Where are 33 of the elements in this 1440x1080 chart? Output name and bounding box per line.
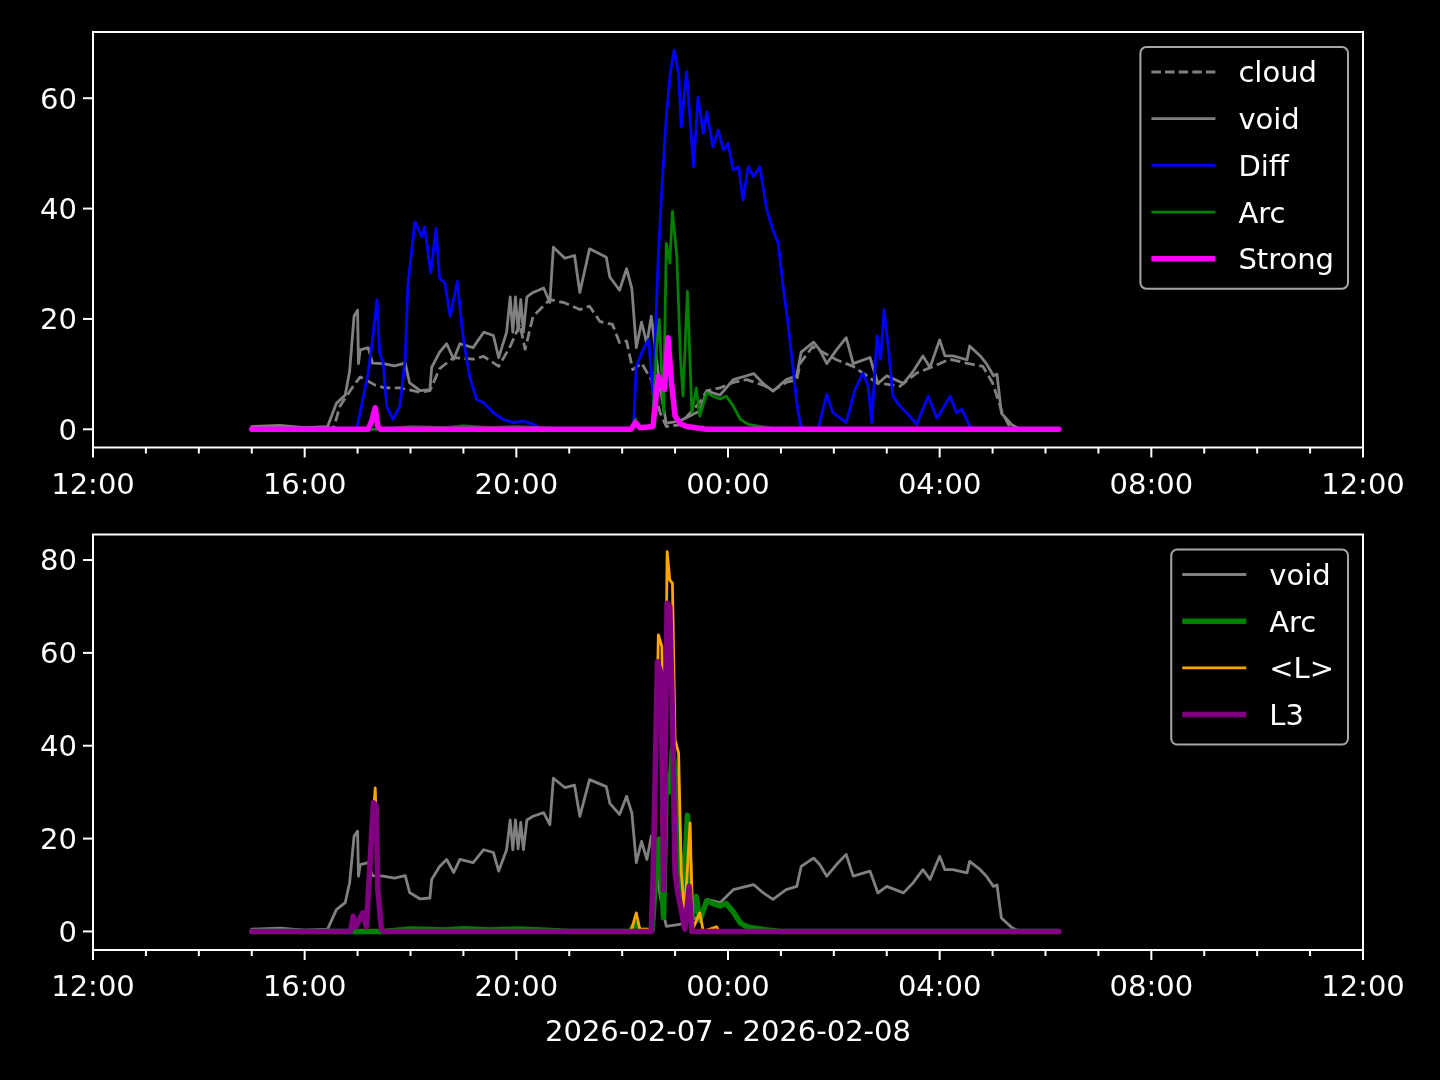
legend-label: <L>	[1269, 651, 1335, 686]
legend-label: L3	[1269, 698, 1304, 733]
legend-label: cloud	[1238, 55, 1317, 90]
x-axis-title: 2026-02-07 - 2026-02-08	[545, 1014, 911, 1048]
x-tick-label: 16:00	[262, 969, 347, 1003]
x-tick-label: 04:00	[897, 969, 982, 1003]
legend-label: void	[1269, 557, 1331, 592]
x-tick-label: 20:00	[474, 466, 559, 501]
legend-label: Arc	[1238, 195, 1286, 230]
x-tick-label: 04:00	[897, 466, 982, 501]
x-tick-label: 12:00	[1321, 466, 1405, 501]
legend-label: void	[1238, 102, 1300, 137]
y-tick-label: 20	[40, 822, 77, 857]
y-tick-label: 0	[58, 914, 77, 949]
x-tick-label: 12:00	[1321, 969, 1405, 1003]
y-tick-label: 20	[40, 302, 77, 337]
x-tick-label: 00:00	[686, 466, 770, 501]
x-tick-label: 12:00	[51, 466, 135, 501]
legend-label: Diff	[1238, 148, 1290, 183]
y-tick-label: 0	[58, 412, 77, 447]
x-tick-label: 08:00	[1109, 466, 1194, 501]
x-tick-label: 00:00	[686, 969, 770, 1003]
x-tick-label: 20:00	[474, 969, 559, 1003]
x-tick-label: 08:00	[1109, 969, 1194, 1003]
y-tick-label: 60	[40, 636, 77, 671]
x-tick-label: 12:00	[51, 969, 135, 1003]
legend-label: Strong	[1238, 242, 1335, 277]
y-tick-label: 80	[40, 543, 77, 578]
y-tick-label: 60	[40, 81, 77, 116]
legend-label: Arc	[1269, 604, 1317, 639]
x-tick-label: 16:00	[262, 466, 347, 501]
y-tick-label: 40	[40, 192, 77, 227]
y-tick-label: 40	[40, 729, 77, 764]
